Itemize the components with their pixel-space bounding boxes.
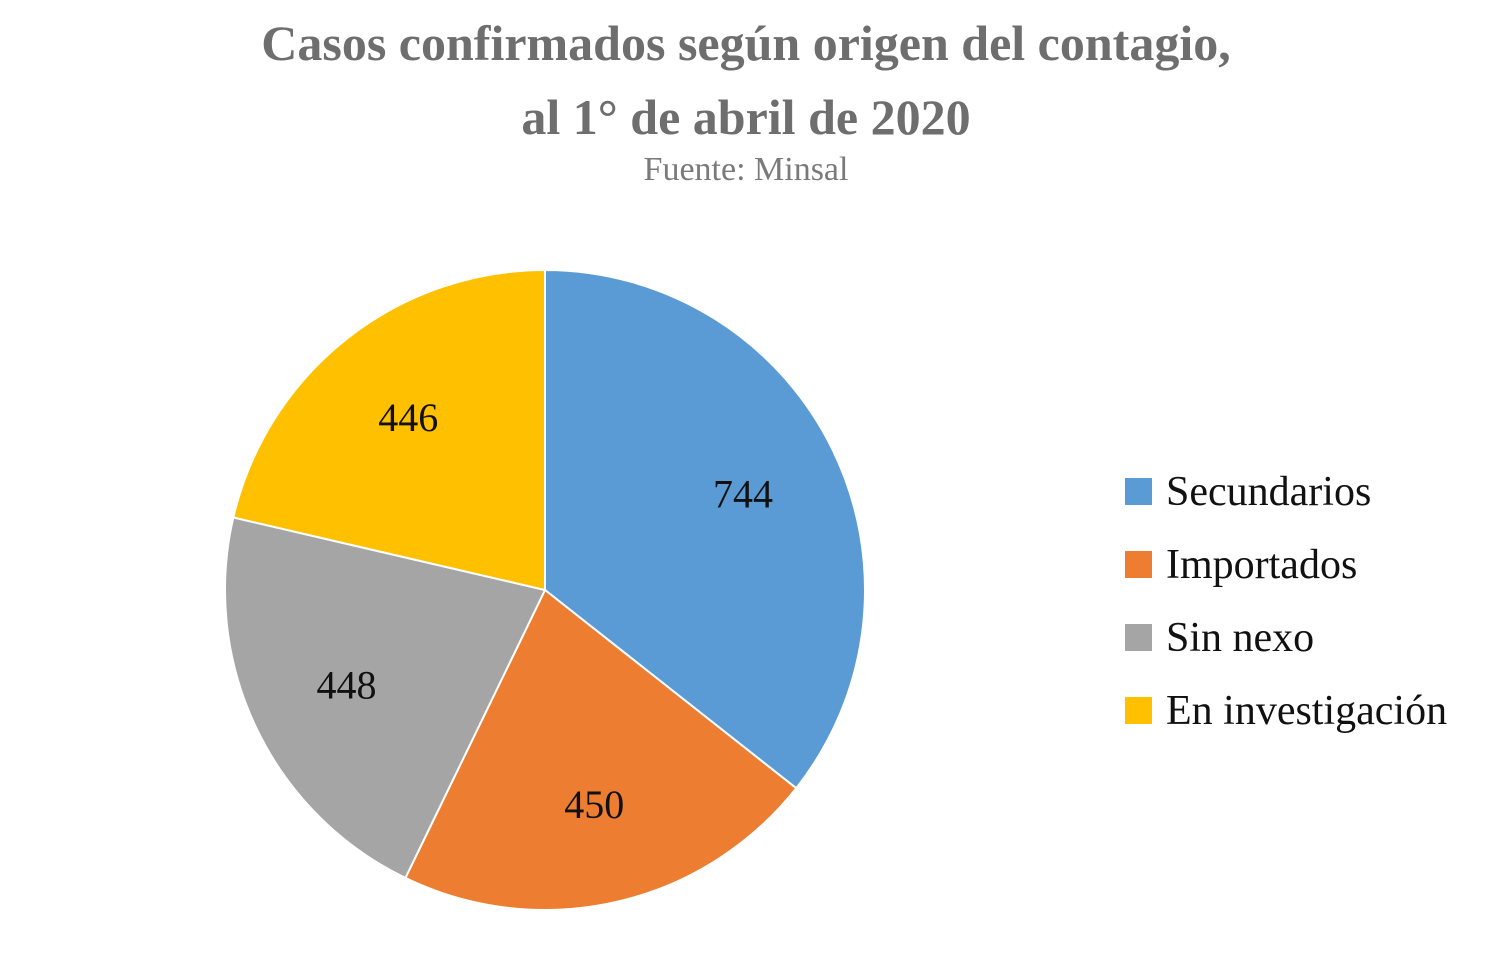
data-label-en-investigacion: 446 (378, 395, 438, 440)
legend-item-secundarios: Secundarios (1125, 455, 1447, 528)
legend-item-importados: Importados (1125, 528, 1447, 601)
pie-slices (224, 268, 866, 911)
pie-slice-importados (404, 588, 798, 911)
pie-slice-sin-nexo (224, 516, 547, 880)
legend: Secundarios Importados Sin nexo En inves… (1125, 455, 1447, 747)
chart-title: Casos confirmados según origen del conta… (0, 6, 1492, 154)
legend-item-sin-nexo: Sin nexo (1125, 601, 1447, 674)
legend-swatch-importados (1125, 551, 1152, 578)
legend-swatch-secundarios (1125, 478, 1152, 505)
data-label-sin-nexo: 448 (316, 662, 376, 707)
data-label-importados: 450 (564, 782, 624, 827)
chart-title-line-1: Casos confirmados según origen del conta… (261, 15, 1231, 71)
pie-data-labels: 744 450 448 446 (316, 395, 773, 827)
legend-swatch-sin-nexo (1125, 624, 1152, 651)
legend-label-sin-nexo: Sin nexo (1166, 614, 1315, 661)
legend-label-importados: Importados (1166, 541, 1358, 588)
chart-title-line-2: al 1° de abril de 2020 (521, 89, 971, 145)
legend-label-en-investigacion: En investigación (1166, 687, 1448, 734)
data-label-secundarios: 744 (713, 472, 773, 517)
pie-slice-en-investigacion (232, 268, 546, 592)
chart-subtitle: Fuente: Minsal (643, 151, 849, 188)
legend-swatch-en-investigacion (1125, 697, 1152, 724)
legend-label-secundarios: Secundarios (1166, 468, 1372, 515)
pie-slice-secundarios (544, 268, 866, 790)
legend-item-en-investigacion: En investigación (1125, 674, 1447, 747)
